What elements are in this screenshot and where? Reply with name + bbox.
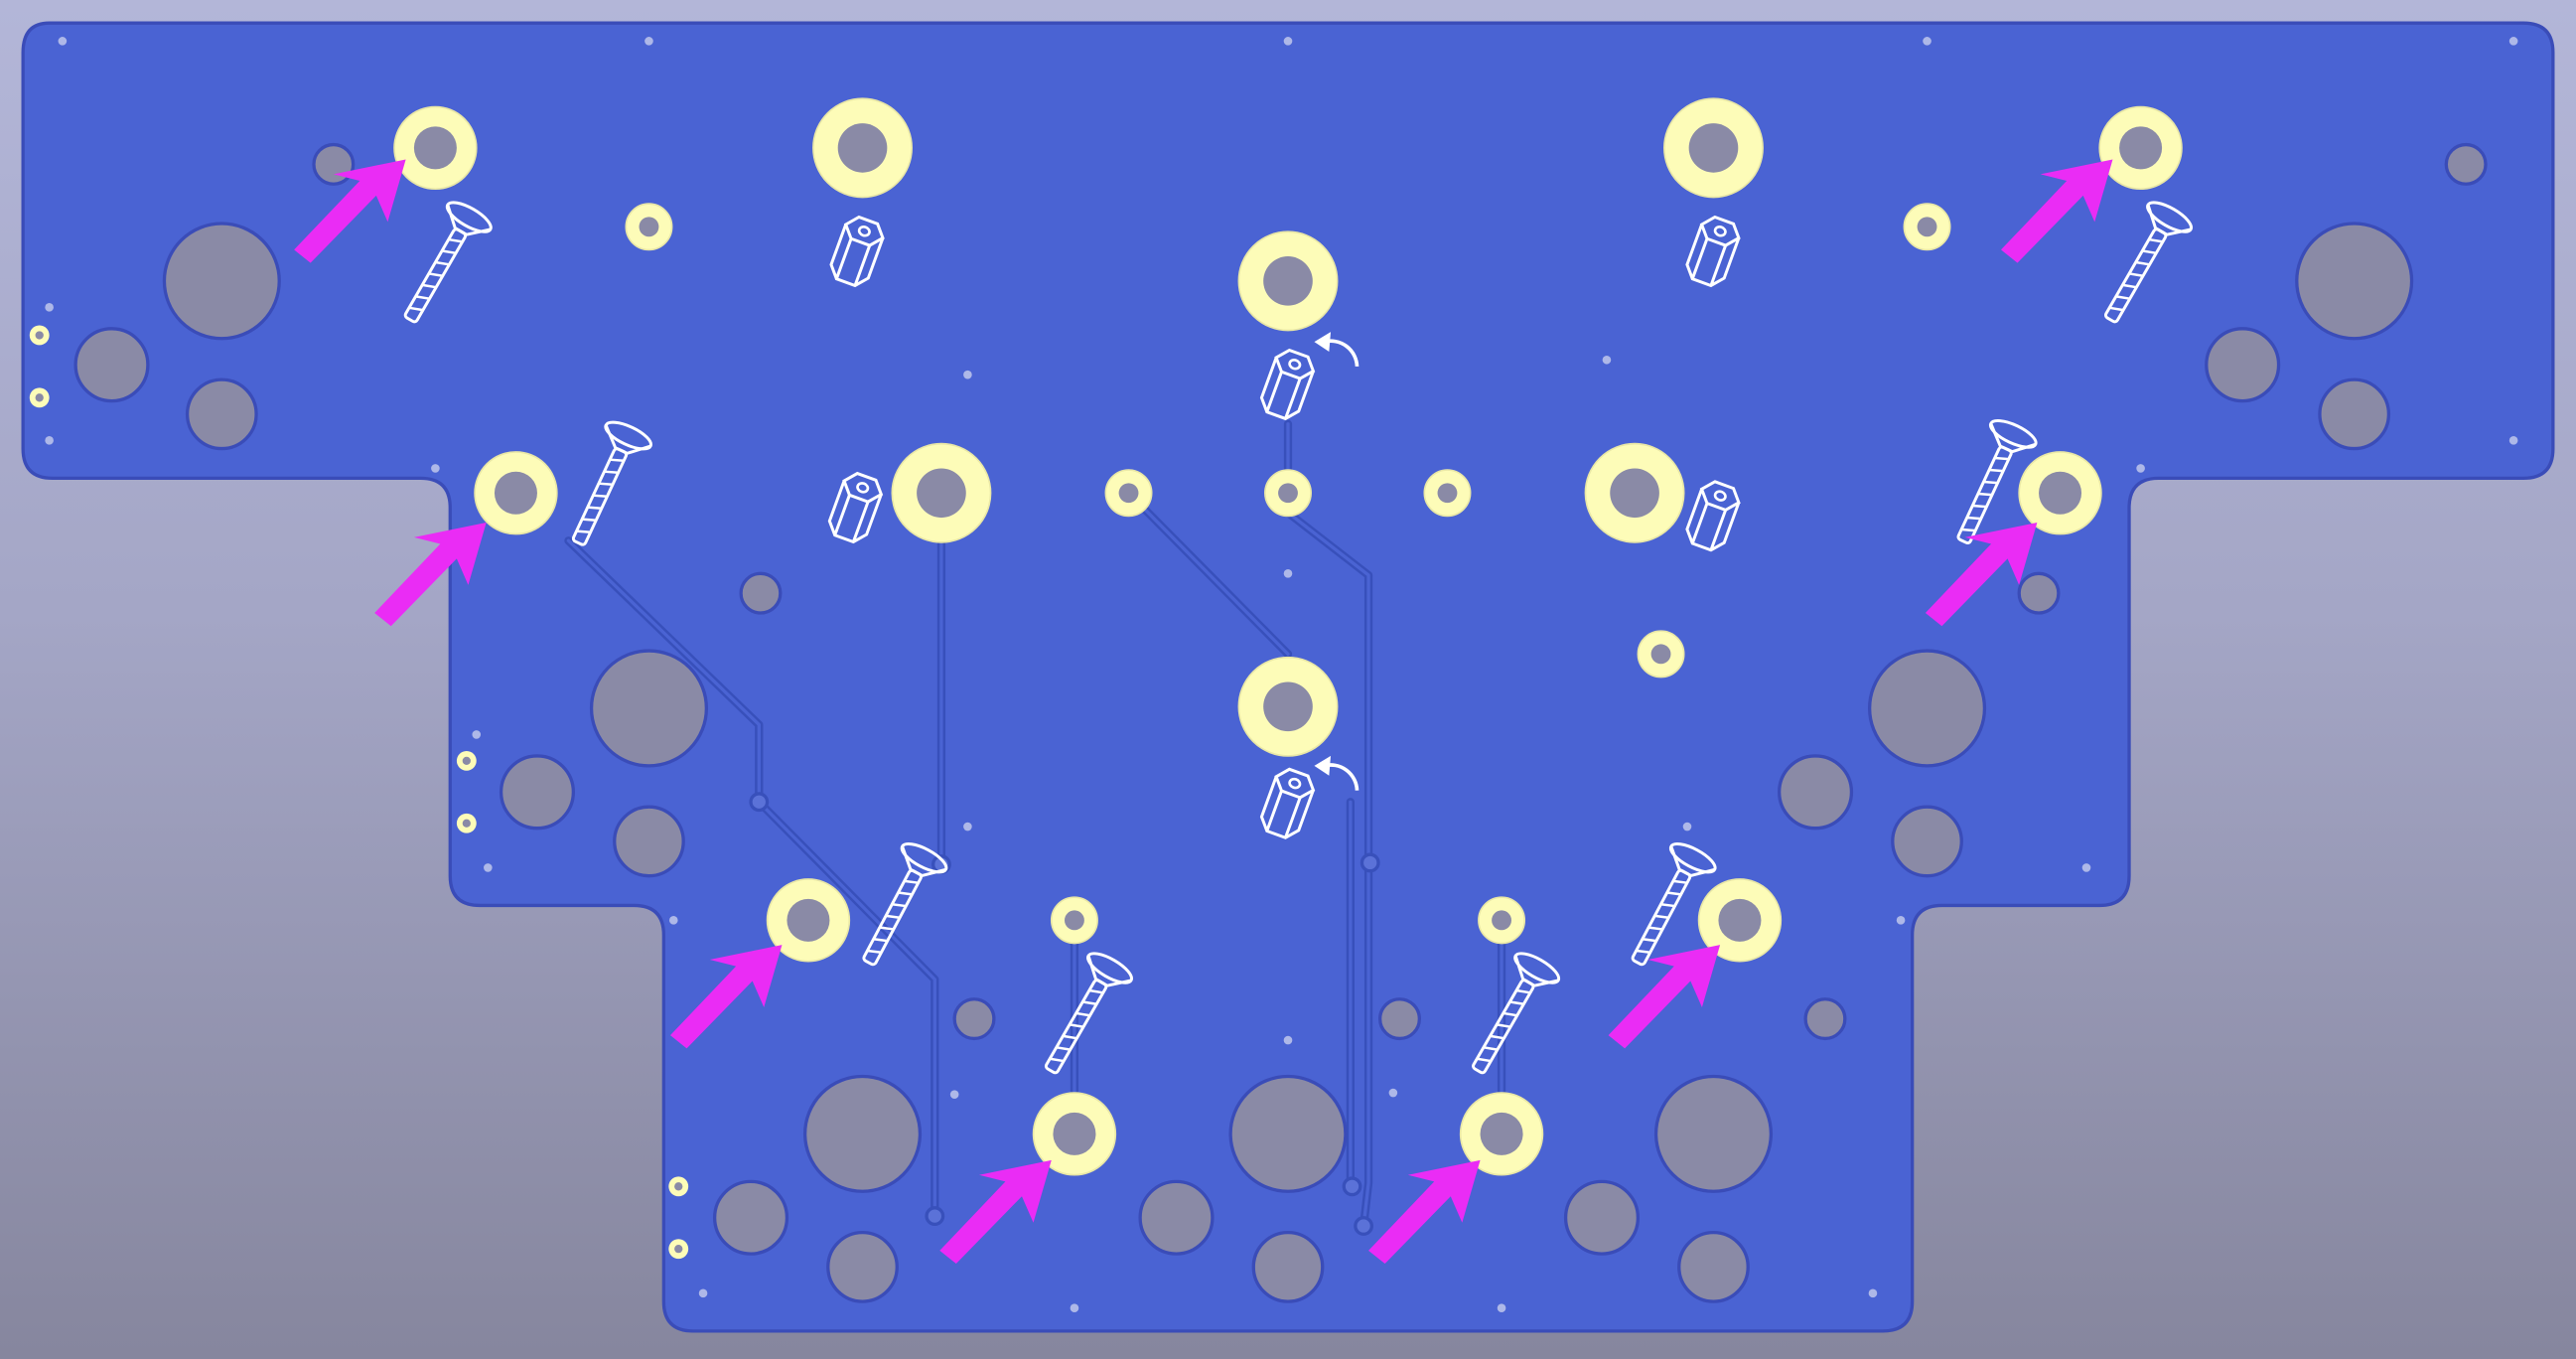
test-dot — [949, 1090, 959, 1099]
test-dot — [1283, 37, 1293, 46]
via — [749, 792, 770, 813]
vias — [29, 37, 2518, 1313]
mounting-hole — [1777, 754, 1854, 830]
mounting-hole — [1251, 1230, 1325, 1303]
mounting-hole — [312, 142, 356, 186]
test-dot — [1070, 1303, 1079, 1313]
test-dot — [431, 464, 440, 473]
pad-drill — [837, 123, 888, 173]
pad-drill — [494, 471, 537, 515]
mounting-hole — [1803, 997, 1847, 1041]
test-dot — [2508, 37, 2518, 46]
test-dot — [58, 37, 68, 46]
pad-drill — [1492, 910, 1511, 931]
test-dot — [1283, 569, 1293, 578]
test-dot — [668, 916, 678, 925]
pad-drill — [1718, 898, 1762, 942]
pad-drill — [413, 126, 457, 170]
mounting-hole — [1563, 1179, 1641, 1256]
pad-drill — [2039, 471, 2082, 515]
copper-traces — [564, 419, 1506, 1231]
pad-drill — [1053, 1112, 1096, 1155]
mounting-hole — [1891, 805, 1963, 878]
pad-drill — [1118, 483, 1139, 504]
mounting-hole — [952, 997, 996, 1041]
mounting-hole — [802, 1074, 923, 1193]
test-dot — [698, 1288, 708, 1298]
mounting-hole — [185, 378, 258, 451]
mounting-hole — [826, 1230, 899, 1303]
via — [1360, 852, 1380, 873]
test-dot — [1283, 1035, 1293, 1045]
pad-drill — [1688, 123, 1739, 173]
mounting-hole — [589, 649, 709, 768]
test-dot — [2136, 464, 2145, 473]
pad-drill — [639, 217, 659, 237]
mounting-hole — [1867, 649, 1987, 768]
test-dot — [1497, 1303, 1506, 1313]
pad-drill — [1263, 681, 1313, 732]
pad-drill — [1278, 483, 1298, 504]
test-dot — [1896, 916, 1906, 925]
test-dot — [963, 370, 972, 379]
mounting-hole — [1653, 1074, 1774, 1193]
mounting-hole — [1138, 1179, 1215, 1256]
test-dot — [45, 436, 54, 445]
test-dot — [1388, 1088, 1398, 1098]
test-dot — [1868, 1288, 1878, 1298]
pad-drill — [787, 898, 830, 942]
test-dot — [45, 303, 54, 312]
test-dot — [2081, 863, 2091, 872]
mounting-hole — [499, 754, 576, 830]
test-dot — [484, 863, 493, 872]
test-dot — [644, 37, 653, 46]
plated-pads — [393, 97, 2183, 1176]
pad-drill — [1917, 217, 1937, 237]
mounting-hole — [2318, 378, 2391, 451]
mounting-hole — [1377, 997, 1422, 1041]
mounting-hole — [2295, 222, 2414, 341]
test-dot — [1682, 822, 1692, 831]
mounting-hole — [1677, 1230, 1750, 1303]
pad-drill — [2119, 126, 2163, 170]
mounting-hole — [2017, 571, 2061, 615]
mounting-hole — [162, 222, 281, 341]
mounting-hole — [2444, 142, 2488, 186]
pad-drill — [1437, 483, 1458, 504]
pad-drill — [1263, 256, 1313, 306]
mounting-holes — [73, 142, 2488, 1303]
test-dot — [472, 730, 482, 739]
mounting-hole — [712, 1179, 789, 1256]
pad-drill — [1480, 1112, 1523, 1155]
mounting-hole — [739, 571, 783, 615]
mounting-hole — [613, 805, 685, 878]
mounting-hole — [1228, 1074, 1348, 1193]
via — [925, 1206, 945, 1227]
test-dot — [2508, 436, 2518, 445]
pad-drill — [917, 468, 966, 519]
test-dot — [1923, 37, 1932, 46]
mounting-hole — [73, 327, 150, 403]
mounting-hole — [2205, 327, 2281, 403]
via — [1354, 1216, 1374, 1236]
test-dot — [963, 822, 972, 831]
pad-drill — [1065, 910, 1084, 931]
pad-drill — [1650, 644, 1671, 665]
test-dot — [1602, 355, 1612, 365]
via — [1342, 1176, 1362, 1197]
pad-drill — [1610, 468, 1659, 519]
